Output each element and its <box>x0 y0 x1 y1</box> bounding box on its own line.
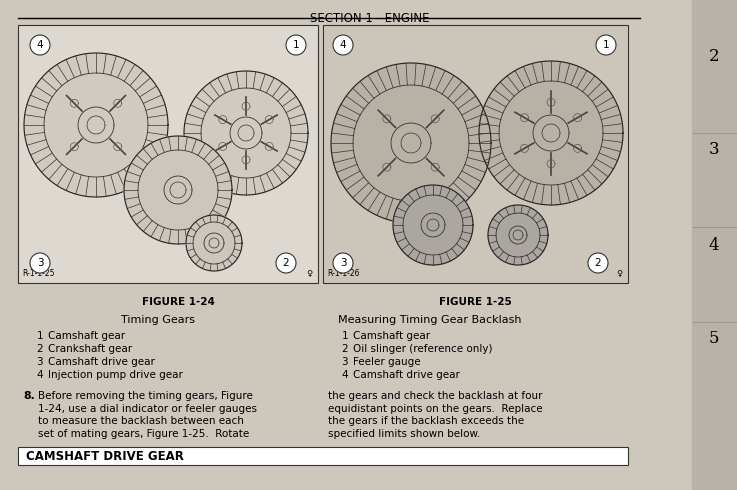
Circle shape <box>286 35 306 55</box>
Polygon shape <box>265 116 273 123</box>
Text: Camshaft gear: Camshaft gear <box>48 331 125 341</box>
Text: Crankshaft gear: Crankshaft gear <box>48 344 132 354</box>
Circle shape <box>333 253 353 273</box>
Text: 1: 1 <box>603 40 609 50</box>
Polygon shape <box>331 63 491 223</box>
Text: 1-24, use a dial indicator or feeler gauges: 1-24, use a dial indicator or feeler gau… <box>38 403 257 414</box>
Bar <box>323 25 628 283</box>
Polygon shape <box>242 156 250 164</box>
Text: the gears if the backlash exceeds the: the gears if the backlash exceeds the <box>328 416 524 426</box>
Text: R-1-1-26: R-1-1-26 <box>327 269 360 278</box>
Polygon shape <box>479 61 623 205</box>
Polygon shape <box>520 145 528 152</box>
Text: 1: 1 <box>341 331 348 341</box>
Polygon shape <box>219 116 227 123</box>
Polygon shape <box>242 102 250 110</box>
Text: 1: 1 <box>36 331 43 341</box>
Polygon shape <box>488 205 548 265</box>
Text: SECTION 1 - ENGINE: SECTION 1 - ENGINE <box>310 12 430 25</box>
Text: 2: 2 <box>595 258 601 268</box>
Text: Oil slinger (reference only): Oil slinger (reference only) <box>353 344 492 354</box>
Circle shape <box>588 253 608 273</box>
Polygon shape <box>265 143 273 150</box>
Bar <box>18 25 318 283</box>
Text: 3: 3 <box>340 258 346 268</box>
Polygon shape <box>24 53 168 197</box>
Text: FIGURE 1-25: FIGURE 1-25 <box>439 297 511 307</box>
Polygon shape <box>393 185 473 265</box>
Circle shape <box>30 253 50 273</box>
Text: Camshaft drive gear: Camshaft drive gear <box>48 357 155 367</box>
Polygon shape <box>124 136 232 244</box>
Polygon shape <box>113 99 122 107</box>
Text: 4: 4 <box>709 237 719 253</box>
Text: Before removing the timing gears, Figure: Before removing the timing gears, Figure <box>38 391 253 401</box>
Polygon shape <box>573 145 581 152</box>
Polygon shape <box>547 98 555 106</box>
Polygon shape <box>70 99 78 107</box>
Text: 3: 3 <box>37 258 43 268</box>
Text: Measuring Timing Gear Backlash: Measuring Timing Gear Backlash <box>338 315 522 325</box>
Text: the gears and check the backlash at four: the gears and check the backlash at four <box>328 391 542 401</box>
Bar <box>692 0 737 490</box>
Polygon shape <box>70 143 78 151</box>
Polygon shape <box>547 160 555 168</box>
Text: 2: 2 <box>709 48 719 65</box>
Circle shape <box>30 35 50 55</box>
Text: 2: 2 <box>341 344 348 354</box>
Text: ♀: ♀ <box>306 269 312 278</box>
Polygon shape <box>520 114 528 122</box>
Text: 4: 4 <box>37 40 43 50</box>
Bar <box>18 447 628 465</box>
Text: 1: 1 <box>293 40 299 50</box>
Text: Injection pump drive gear: Injection pump drive gear <box>48 370 183 380</box>
Polygon shape <box>431 163 439 171</box>
Text: 3: 3 <box>341 357 348 367</box>
Text: R-1-1-25: R-1-1-25 <box>22 269 55 278</box>
Text: FIGURE 1-24: FIGURE 1-24 <box>142 297 214 307</box>
Polygon shape <box>219 143 227 150</box>
Text: to measure the backlash between each: to measure the backlash between each <box>38 416 244 426</box>
Polygon shape <box>383 115 391 123</box>
Text: Camshaft gear: Camshaft gear <box>353 331 430 341</box>
Text: specified limits shown below.: specified limits shown below. <box>328 428 481 439</box>
Text: Timing Gears: Timing Gears <box>121 315 195 325</box>
Text: 4: 4 <box>341 370 348 380</box>
Text: 2: 2 <box>283 258 290 268</box>
Polygon shape <box>186 215 242 271</box>
Circle shape <box>596 35 616 55</box>
Text: 5: 5 <box>709 330 719 346</box>
Circle shape <box>276 253 296 273</box>
Polygon shape <box>431 115 439 123</box>
Text: 4: 4 <box>340 40 346 50</box>
Text: Camshaft drive gear: Camshaft drive gear <box>353 370 460 380</box>
Text: ♀: ♀ <box>616 269 622 278</box>
Text: CAMSHAFT DRIVE GEAR: CAMSHAFT DRIVE GEAR <box>26 449 184 463</box>
Polygon shape <box>113 143 122 151</box>
Text: 4: 4 <box>36 370 43 380</box>
Text: equidistant points on the gears.  Replace: equidistant points on the gears. Replace <box>328 403 542 414</box>
Text: 3: 3 <box>709 141 719 158</box>
Polygon shape <box>184 71 308 195</box>
Text: 8.: 8. <box>23 391 35 401</box>
Polygon shape <box>383 163 391 171</box>
Text: set of mating gears, Figure 1-25.  Rotate: set of mating gears, Figure 1-25. Rotate <box>38 428 249 439</box>
Text: 3: 3 <box>36 357 43 367</box>
Text: Feeler gauge: Feeler gauge <box>353 357 421 367</box>
Circle shape <box>333 35 353 55</box>
Text: 2: 2 <box>36 344 43 354</box>
Polygon shape <box>573 114 581 122</box>
